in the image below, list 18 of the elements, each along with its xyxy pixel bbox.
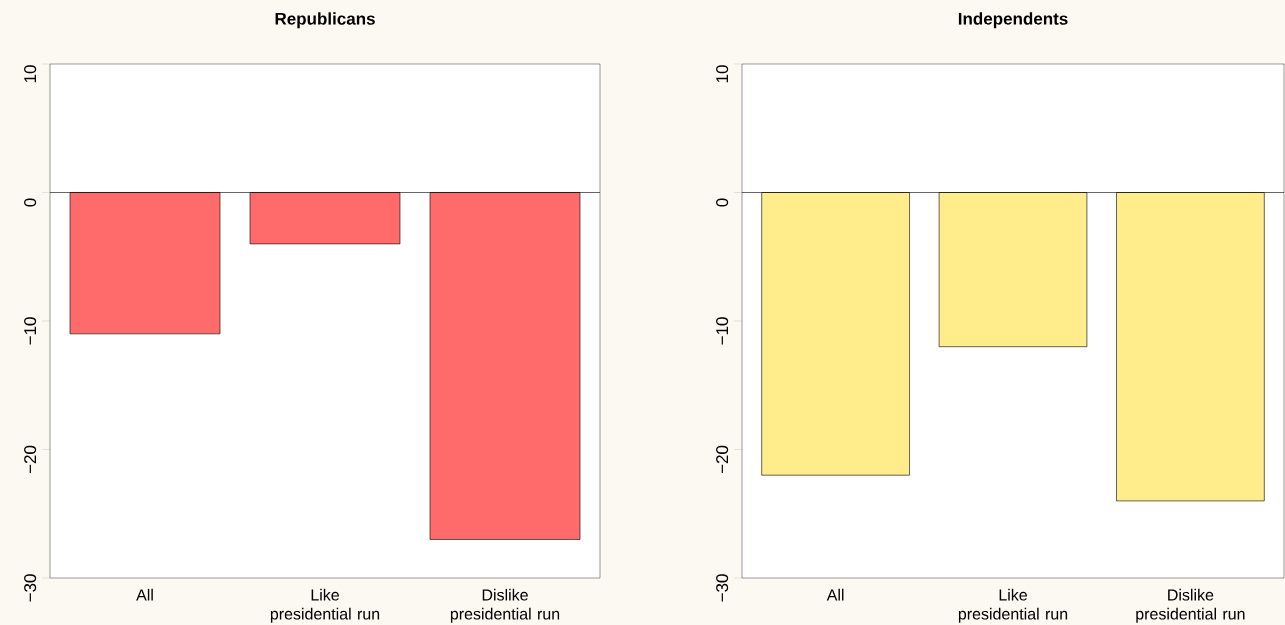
- y-tick-label: 10: [716, 65, 729, 83]
- chart-title: Independents: [958, 12, 1068, 29]
- y-tick-label: −30: [24, 574, 37, 602]
- chart-title: Republicans: [275, 12, 375, 29]
- x-tick-label: Like presidential run: [958, 588, 1068, 623]
- x-tick-label: Dislike presidential run: [450, 588, 560, 623]
- y-tick-label: 0: [716, 198, 729, 207]
- y-tick-label: 10: [24, 65, 37, 83]
- y-tick-label: 0: [24, 198, 37, 207]
- x-tick-label: Dislike presidential run: [1136, 588, 1245, 623]
- y-tick-label: −10: [24, 317, 37, 345]
- y-tick-label: −30: [716, 574, 729, 602]
- y-tick-label: −10: [716, 317, 729, 345]
- y-tick-label: −20: [716, 445, 729, 474]
- x-tick-label: All: [826, 588, 844, 601]
- x-tick-label: Like presidential run: [270, 588, 380, 623]
- y-tick-label: −20: [24, 445, 37, 474]
- x-tick-label: All: [136, 588, 153, 601]
